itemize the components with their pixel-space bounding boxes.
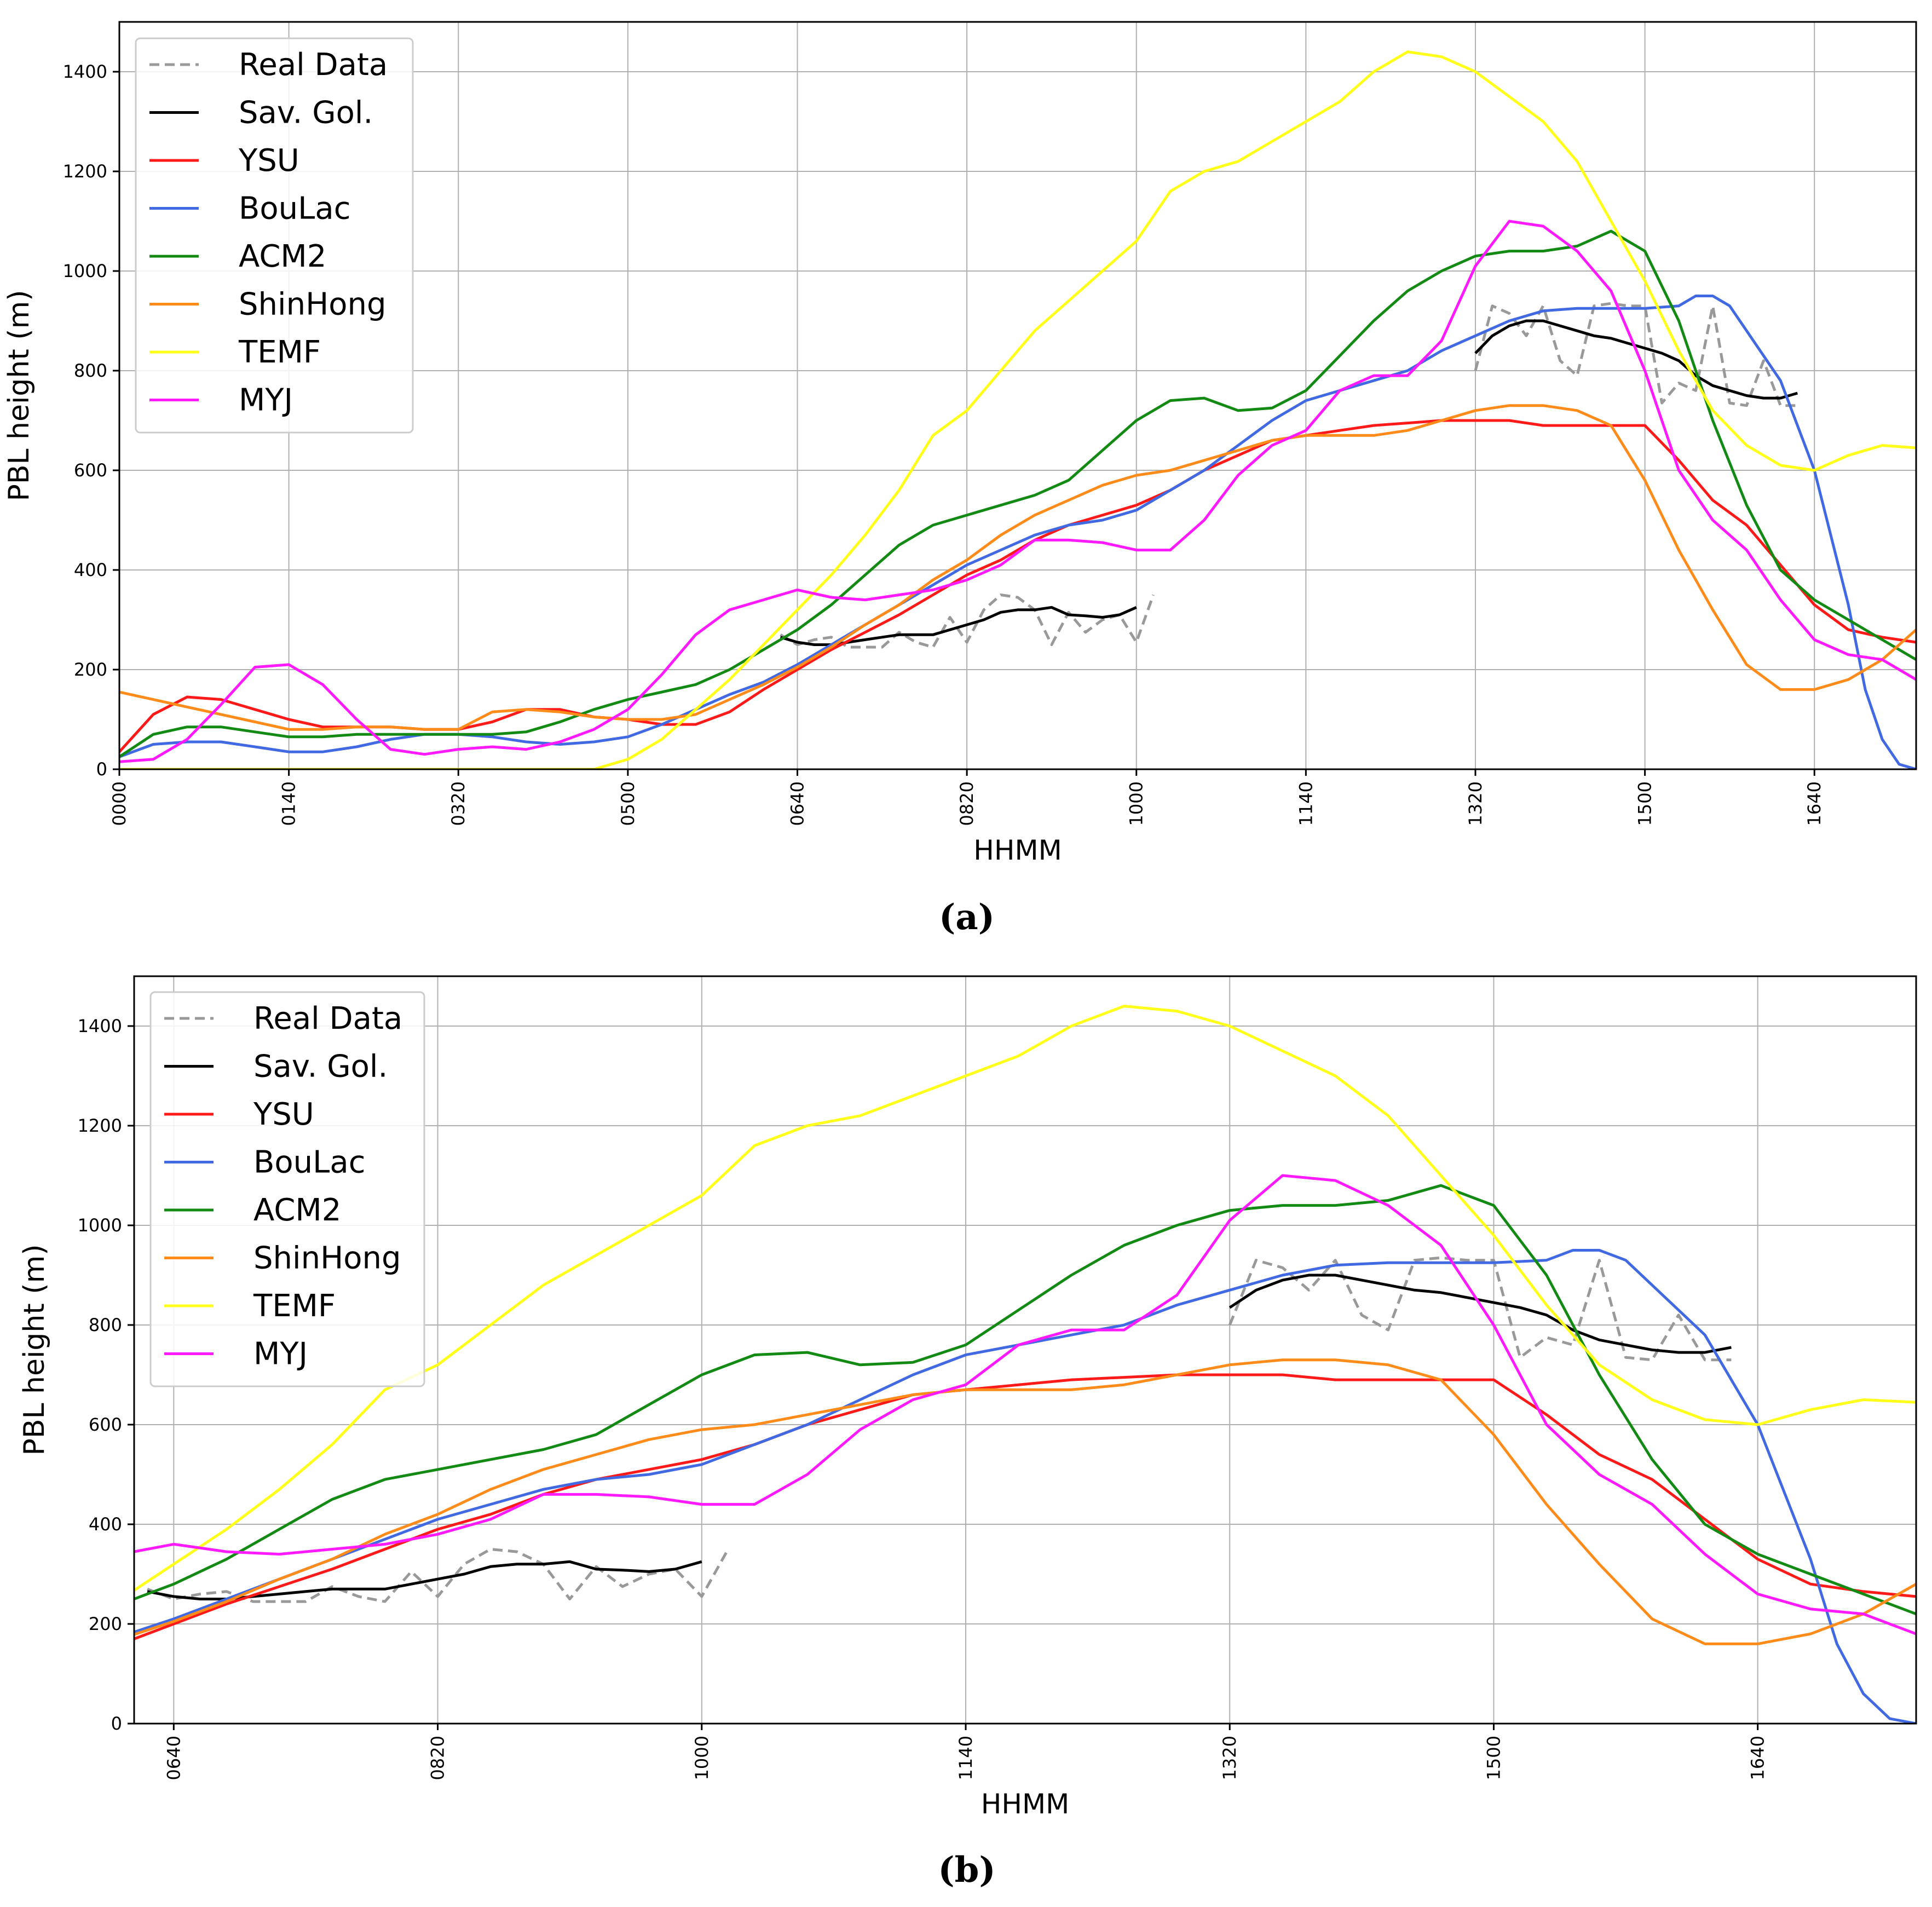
x-axis-label: HHMM	[973, 834, 1062, 866]
y-tick-label: 1200	[78, 1115, 122, 1136]
y-tick-label: 200	[89, 1614, 122, 1634]
series-line-myj	[119, 220, 1916, 763]
y-tick-label: 1400	[63, 61, 107, 82]
x-tick-label: 1140	[1295, 781, 1316, 826]
legend-label-real-data: Real Data	[253, 1001, 402, 1036]
series-line-temf	[119, 50, 1916, 769]
series-line-acm2	[134, 1184, 1916, 1616]
x-tick-label: 1320	[1465, 781, 1486, 826]
y-axis-label: PBL height (m)	[3, 290, 36, 501]
y-tick-label: 1000	[63, 261, 107, 281]
legend-label-acm2: ACM2	[253, 1192, 341, 1228]
series-line-shinhong	[134, 1358, 1916, 1645]
x-tick-label: 0820	[428, 1736, 448, 1780]
y-tick-label: 400	[89, 1514, 122, 1535]
x-tick-label: 1500	[1483, 1736, 1504, 1780]
x-tick-label: 0820	[956, 781, 977, 826]
legend-box	[149, 991, 425, 1387]
panel-b-caption: (b)	[938, 1850, 996, 1891]
legend-label-shinhong: ShinHong	[239, 287, 387, 322]
y-tick-label: 1200	[63, 161, 107, 182]
x-axis-label: HHMM	[981, 1788, 1069, 1820]
y-tick-label: 800	[74, 360, 107, 381]
y-tick-label: 1400	[78, 1016, 122, 1036]
y-tick-label: 400	[74, 560, 107, 580]
legend-label-myj: MYJ	[239, 383, 293, 418]
legend-label-temf: TEMF	[253, 1288, 336, 1324]
x-tick-label: 1640	[1748, 1736, 1768, 1780]
series-line-sav-gol	[780, 319, 1798, 646]
x-tick-label: 0500	[618, 781, 638, 826]
x-tick-label: 0640	[787, 781, 808, 826]
series-line-boulac	[134, 1249, 1916, 1724]
y-tick-label: 0	[111, 1713, 122, 1734]
x-tick-label: 1000	[691, 1736, 712, 1780]
series-line-shinhong	[119, 404, 1916, 731]
legend-label-temf: TEMF	[238, 335, 321, 370]
series-line-temf	[134, 1005, 1916, 1592]
series-line-acm2	[119, 229, 1916, 758]
series-group	[119, 50, 1916, 769]
y-tick-label: 0	[96, 759, 107, 780]
panel-a-caption: (a)	[938, 897, 995, 938]
panel-a-chart: 0 200 400 600 800 1000 1200 1400 0000 0140 0320 050…	[3, 21, 1917, 866]
x-tick-label: 0000	[109, 781, 130, 826]
plot-frame	[133, 975, 1917, 1725]
series-line-sav-gol	[147, 1274, 1732, 1600]
x-tick-label: 0320	[448, 781, 469, 826]
legend-box	[135, 37, 414, 434]
x-tick-label: 1640	[1804, 781, 1825, 826]
x-tick-label: 1140	[955, 1736, 976, 1780]
x-tick-label: 0640	[163, 1736, 184, 1780]
legend-label-ysu: YSU	[253, 1097, 314, 1132]
series-group	[134, 1005, 1916, 1724]
series-line-ysu	[134, 1373, 1916, 1640]
legend-label-real-data: Real Data	[239, 47, 388, 83]
legend-label-boulac: BouLac	[239, 191, 350, 227]
legend-label-boulac: BouLac	[253, 1145, 365, 1180]
y-axis-label: PBL height (m)	[18, 1244, 51, 1455]
plot-frame	[118, 21, 1917, 770]
x-tick-label: 0140	[279, 781, 299, 826]
y-tick-label: 200	[74, 659, 107, 680]
legend-label-myj: MYJ	[253, 1336, 308, 1372]
legend-label-acm2: ACM2	[239, 239, 326, 274]
y-tick-label: 600	[89, 1414, 122, 1435]
legend-label-ysu: YSU	[238, 143, 299, 178]
y-tick-label: 800	[89, 1315, 122, 1335]
legend-label-sav-gol: Sav. Gol.	[239, 95, 373, 131]
y-tick-label: 1000	[78, 1215, 122, 1236]
x-tick-label: 1500	[1635, 781, 1656, 826]
legend-label-shinhong: ShinHong	[253, 1241, 401, 1276]
legend-label-sav-gol: Sav. Gol.	[253, 1049, 388, 1085]
y-tick-label: 600	[74, 460, 107, 481]
panel-b-chart: 0 200 400 600 800 1000 1200 1400 0640 0820 1000 114…	[18, 975, 1917, 1820]
x-tick-label: 1320	[1219, 1736, 1240, 1780]
series-line-myj	[134, 1174, 1916, 1635]
x-tick-label: 1000	[1126, 781, 1147, 826]
